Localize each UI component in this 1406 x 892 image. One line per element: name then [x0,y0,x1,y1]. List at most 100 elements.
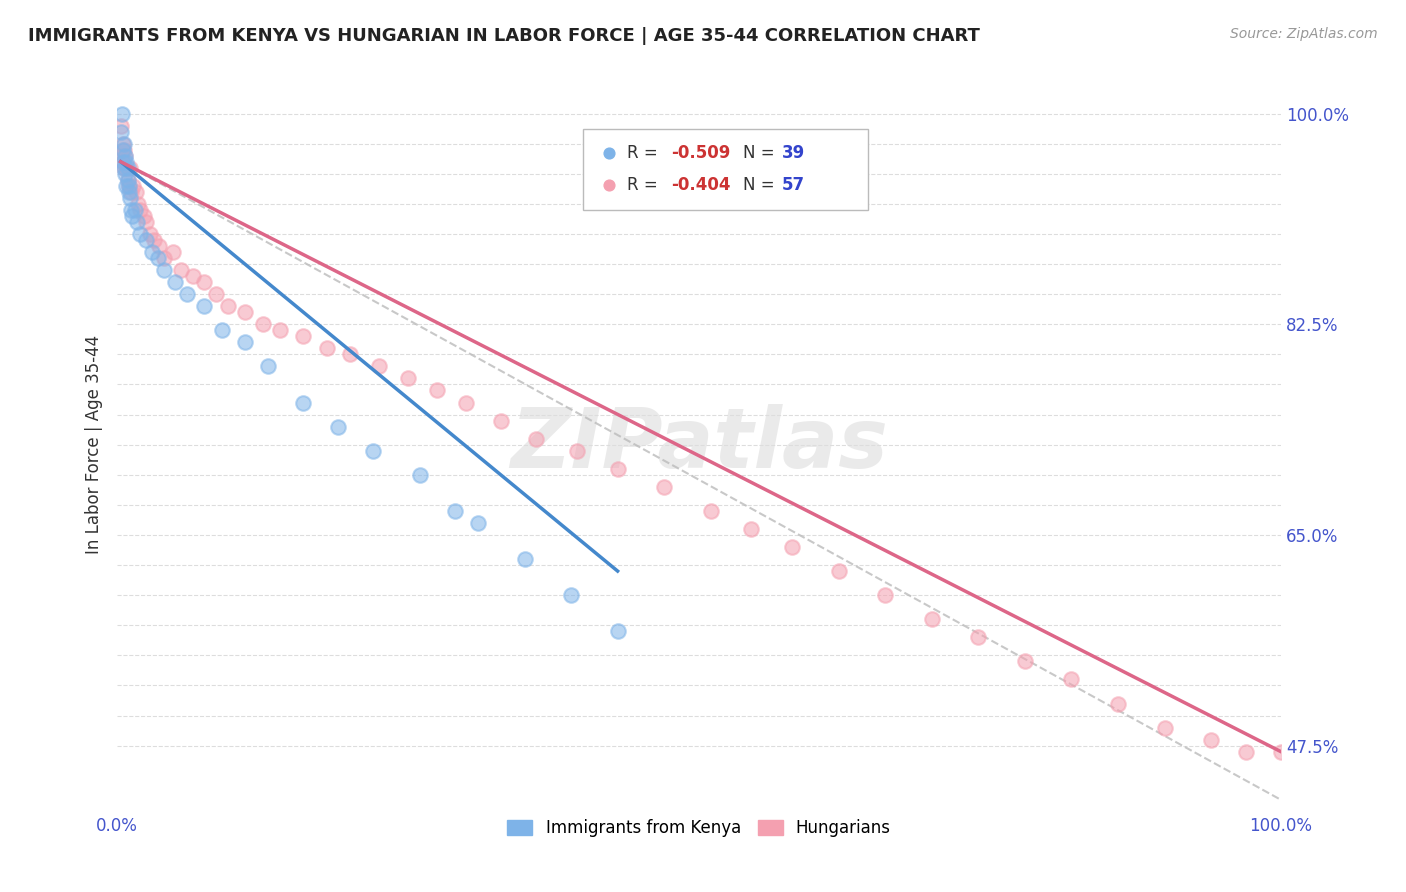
Text: 57: 57 [782,177,804,194]
Point [110,119,132,133]
Point [146,251,169,265]
Point [124,202,146,217]
Point [560,588,582,602]
Point [181,269,204,284]
Point [139,227,162,241]
Point [1153,721,1175,735]
Point [118,161,141,175]
Point [170,263,193,277]
Point [315,342,337,356]
Text: Source: ZipAtlas.com: Source: ZipAtlas.com [1230,27,1378,41]
Point [233,305,256,319]
Point [1270,745,1292,759]
Point [117,161,139,175]
Text: -0.404: -0.404 [671,177,731,194]
Point [118,185,141,199]
Text: N =: N = [744,145,780,162]
Point [115,161,138,175]
Point [443,504,465,518]
Point [152,251,174,265]
Text: R =: R = [627,145,662,162]
Point [111,143,134,157]
FancyBboxPatch shape [582,128,868,210]
Point [135,215,157,229]
Point [143,233,166,247]
Point [141,245,163,260]
Point [396,371,419,385]
Point [193,299,215,313]
Point [699,504,721,518]
Point [111,136,134,151]
Point [132,209,155,223]
Point [269,323,291,337]
Point [111,106,134,120]
Point [967,630,990,644]
Point [921,612,943,626]
Point [117,173,139,187]
Point [112,143,135,157]
Point [165,275,187,289]
Point [252,318,274,332]
Point [740,522,762,536]
Point [513,552,536,566]
Point [111,154,134,169]
Point [1199,732,1222,747]
Point [112,161,135,175]
Point [233,335,256,350]
Point [110,125,132,139]
Point [125,185,148,199]
Point [112,136,135,151]
Point [135,233,157,247]
Point [152,263,174,277]
Point [598,284,620,298]
Point [114,149,136,163]
Point [409,467,432,482]
Point [122,178,145,193]
Point [120,202,142,217]
Point [118,178,141,193]
Point [118,178,141,193]
Point [115,154,138,169]
Point [193,275,215,289]
Text: ZIPatlas: ZIPatlas [510,404,889,485]
Point [489,414,512,428]
Point [467,516,489,530]
Point [328,419,350,434]
Text: 39: 39 [782,145,806,162]
Text: IMMIGRANTS FROM KENYA VS HUNGARIAN IN LABOR FORCE | AGE 35-44 CORRELATION CHART: IMMIGRANTS FROM KENYA VS HUNGARIAN IN LA… [28,27,980,45]
Legend: Immigrants from Kenya, Hungarians: Immigrants from Kenya, Hungarians [501,813,897,844]
Y-axis label: In Labor Force | Age 35-44: In Labor Force | Age 35-44 [86,335,103,554]
Point [114,149,136,163]
Point [292,329,315,343]
Point [292,395,315,409]
Point [828,564,851,578]
Point [368,359,391,374]
Point [875,588,897,602]
Point [120,185,142,199]
Point [257,359,280,374]
Text: -0.509: -0.509 [671,145,731,162]
Point [339,347,361,361]
Point [565,443,588,458]
Point [114,167,136,181]
Point [606,624,628,639]
Point [606,461,628,475]
Point [125,215,148,229]
Point [426,384,449,398]
Point [118,191,141,205]
Text: R =: R = [627,177,662,194]
Point [121,209,143,223]
Point [524,432,547,446]
Point [127,197,149,211]
Point [111,149,134,163]
Point [1234,745,1257,759]
Point [205,287,228,301]
Point [1107,697,1129,711]
Point [111,154,134,169]
Point [129,227,152,241]
Point [1014,654,1036,668]
Point [456,395,478,409]
Text: N =: N = [744,177,780,194]
Point [217,299,239,313]
Point [176,287,198,301]
